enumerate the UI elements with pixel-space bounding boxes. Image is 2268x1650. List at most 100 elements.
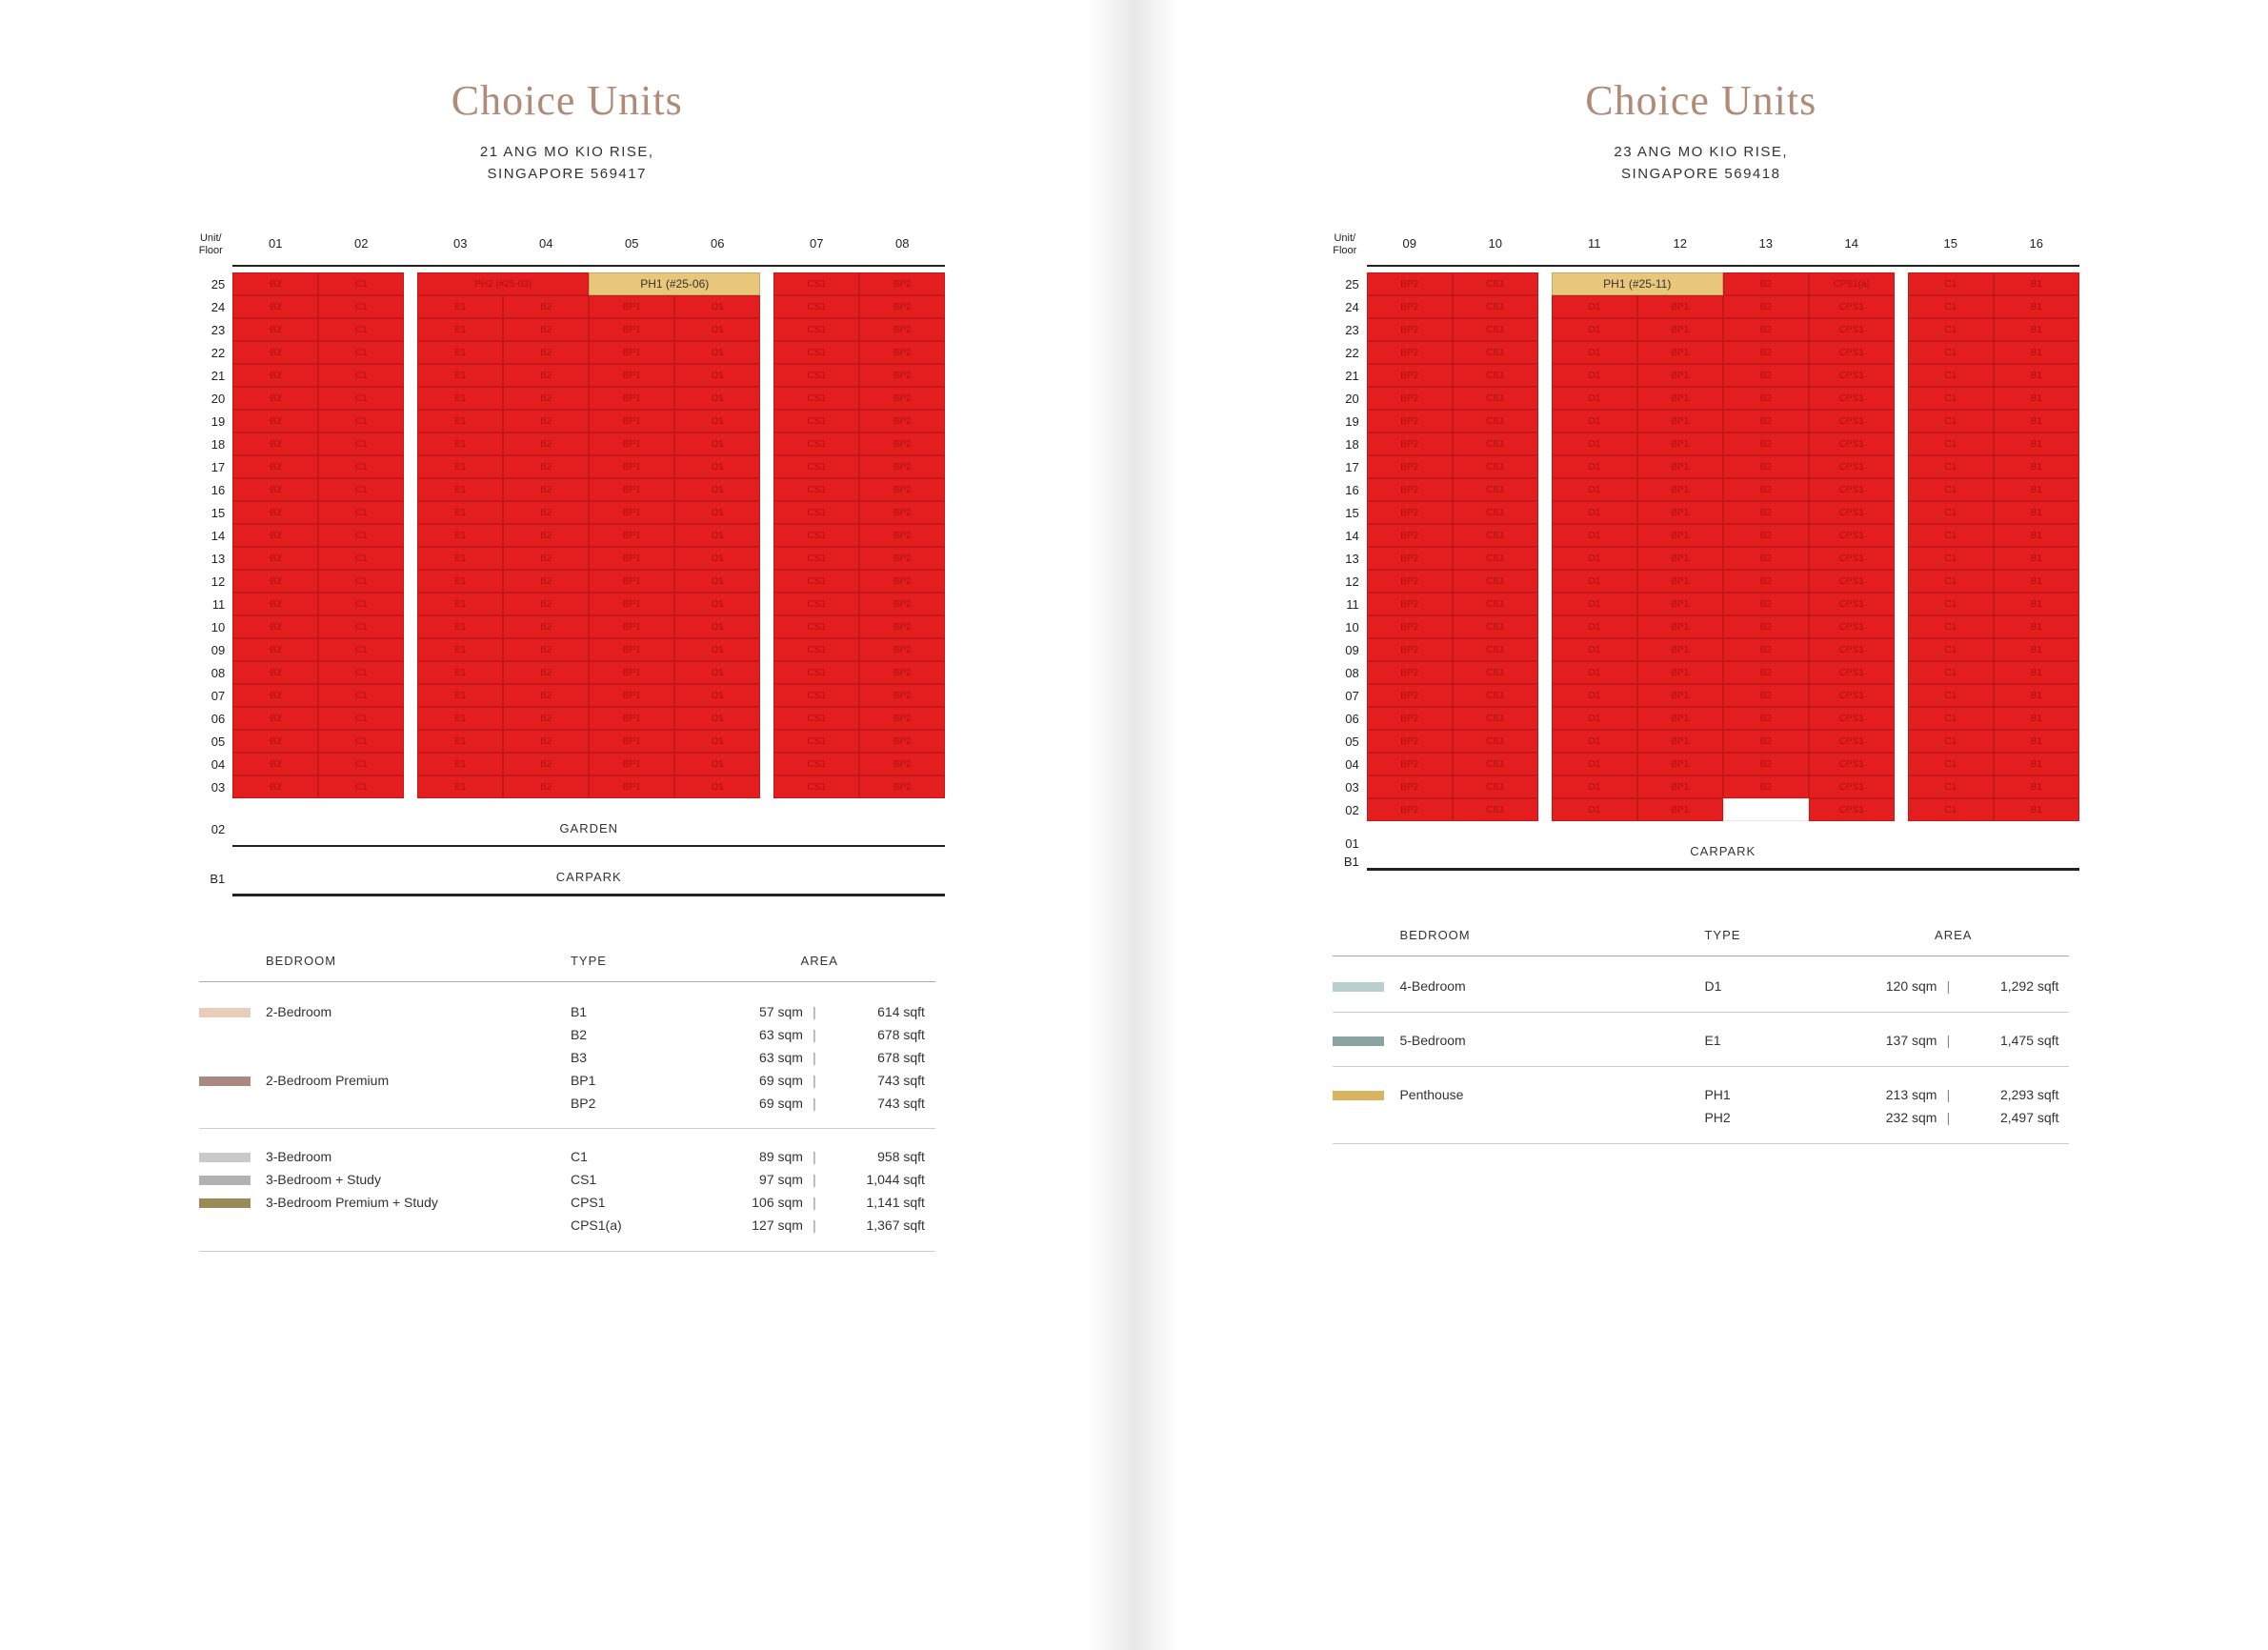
floor-label: 23 [189,318,232,341]
unit-cell: C1 [1908,775,1994,798]
unit-cell: PH2 (#25-03) [417,272,589,295]
unit-cell: BP1 [589,707,674,730]
unit-cell: CPS1 [1809,387,1895,410]
unit-cell: CS1 [1453,661,1538,684]
unit-cell: D1 [1552,570,1637,593]
unit-cell: B1 [1994,570,2079,593]
unit-cell: C1 [1908,295,1994,318]
unit-cell: C1 [318,570,404,593]
unit-cell: CS1 [773,730,859,753]
floor-label: 18 [189,433,232,455]
unit-cell: E1 [417,364,503,387]
unit-cell: B1 [1994,775,2079,798]
legend-area-separator: | [809,1093,820,1116]
unit-cell: BP2 [1367,455,1453,478]
legend-row: PH2232 sqm|2,497 sqft [1333,1107,2069,1130]
unit-cell: PH1 (#25-11) [1552,272,1723,295]
unit-cell: C1 [318,775,404,798]
unit-cell: D1 [1552,730,1637,753]
unit-cell: BP1 [589,455,674,478]
column-header: 03 [417,232,503,267]
unit-cell: E1 [417,570,503,593]
unit-cell: BP2 [1367,410,1453,433]
unit-cell: E1 [417,547,503,570]
legend-area-separator: | [809,1169,820,1192]
unit-cell: B2 [1723,387,1809,410]
unit-cell: B3 [232,455,318,478]
unit-cell: C1 [1908,547,1994,570]
unit-cell: BP2 [859,570,945,593]
address-line-2: SINGAPORE 569417 [488,166,647,182]
unit-cell: CS1 [1453,615,1538,638]
unit-cell: C1 [1908,684,1994,707]
unit-cell: E1 [417,410,503,433]
unit-cell: E1 [417,593,503,615]
unit-cell: B2 [503,753,589,775]
legend-area-sqft: 2,497 sqft [1954,1107,2058,1130]
column-header: 01 [232,232,318,267]
unit-cell: BP2 [859,295,945,318]
unit-cell: B1 [1994,615,2079,638]
unit-cell: BP2 [1367,684,1453,707]
legend-area-separator: | [809,1192,820,1215]
unit-cell: C1 [318,364,404,387]
legend-area-separator: | [1942,1084,1954,1107]
unit-cell: B2 [1723,433,1809,455]
floor-label: 21 [1323,364,1367,387]
unit-cell: CS1 [773,387,859,410]
unit-cell: CPS1 [1809,707,1895,730]
unit-cell: D1 [674,295,760,318]
unit-cell: BP1 [1637,753,1723,775]
unit-cell: CPS1 [1809,593,1895,615]
legend-row: CPS1(a)127 sqm|1,367 sqft [199,1215,935,1238]
unit-cell: BP2 [1367,341,1453,364]
unit-cell: B3 [232,524,318,547]
floor-label: 11 [189,593,232,615]
floor-label: 19 [1323,410,1367,433]
page-title: Choice Units [1585,76,1816,125]
unit-cell: CPS1 [1809,615,1895,638]
unit-cell: D1 [1552,478,1637,501]
unit-cell: CS1 [773,570,859,593]
legend-swatch [199,1176,251,1185]
unit-cell: BP1 [589,775,674,798]
unit-cell: D1 [1552,707,1637,730]
unit-cell: CS1 [1453,433,1538,455]
unit-cell: CS1 [773,341,859,364]
legend-group: 4-BedroomD1120 sqm|1,292 sqft [1333,976,2069,1013]
unit-cell: E1 [417,707,503,730]
unit-cell: C1 [1908,478,1994,501]
legend-header: BEDROOMTYPEAREA [1333,928,2069,956]
unit-chart: Unit/Floor091011121314151625BP2CS1PH1 (#… [1323,232,2079,871]
legend: BEDROOMTYPEAREA 4-BedroomD1120 sqm|1,292 … [1333,928,2069,1160]
unit-cell: B2 [1723,593,1809,615]
floor-label: 20 [1323,387,1367,410]
unit-cell: CS1 [1453,455,1538,478]
unit-cell: BP2 [1367,593,1453,615]
unit-cell: CPS1 [1809,547,1895,570]
unit-cell: C1 [318,684,404,707]
unit-cell: BP1 [589,501,674,524]
unit-cell: CS1 [773,455,859,478]
unit-cell: B2 [503,615,589,638]
unit-cell: E1 [417,661,503,684]
unit-cell: E1 [417,387,503,410]
unit-cell: C1 [318,410,404,433]
floor-label: 24 [189,295,232,318]
address-line-1: 23 ANG MO KIO RISE, [1614,144,1788,160]
unit-cell: BP2 [859,272,945,295]
unit-cell: BP1 [589,433,674,455]
unit-cell: C1 [1908,341,1994,364]
unit-cell: C1 [318,638,404,661]
unit-cell: CPS1 [1809,501,1895,524]
unit-cell: D1 [674,547,760,570]
unit-cell: BP1 [1637,410,1723,433]
unit-cell: B2 [503,410,589,433]
legend-area-sqft: 678 sqft [820,1047,925,1070]
unit-cell: C1 [318,707,404,730]
floor-label: 06 [189,707,232,730]
unit-cell: B2 [1723,410,1809,433]
unit-cell: B3 [232,364,318,387]
legend-col-area: AREA [704,954,935,968]
unit-cell: B2 [1723,570,1809,593]
